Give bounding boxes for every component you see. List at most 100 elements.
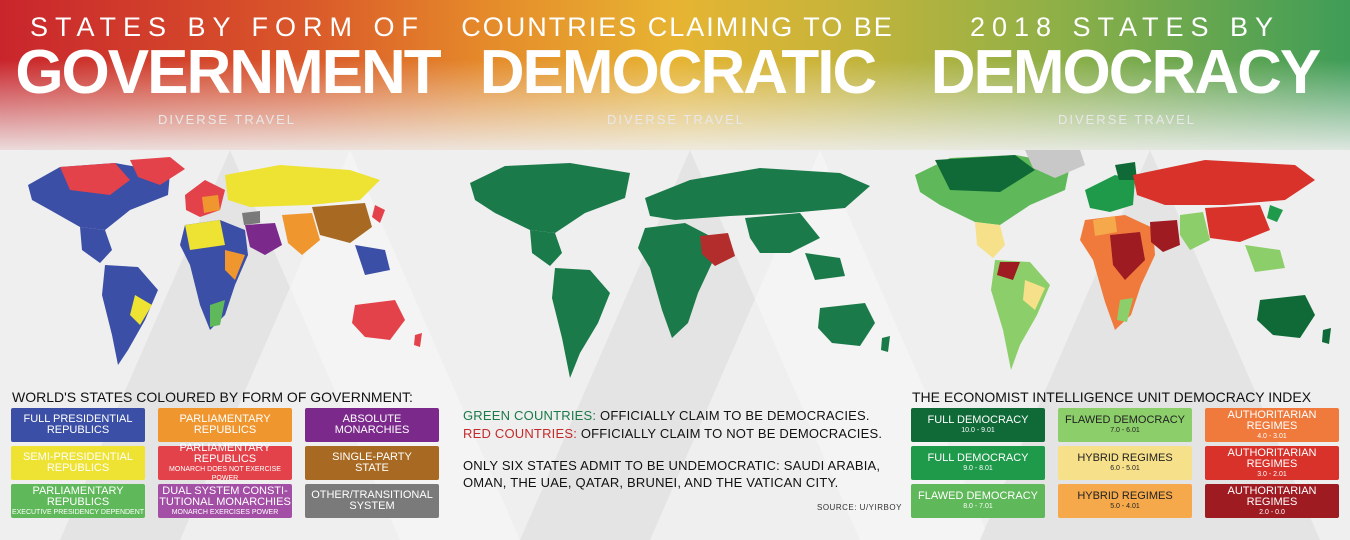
red-text: OFFICIALLY CLAIM TO NOT BE DEMOCRACIES. — [577, 426, 883, 441]
government-label-line2: TUTIONAL MONARCHIES — [159, 495, 291, 508]
government-swatch-8: DUAL SYSTEM CONSTI- TUTIONAL MONARCHIES MO… — [158, 484, 292, 518]
government-label-line2: REPUBLICS — [46, 424, 110, 436]
world-landmass — [470, 163, 890, 378]
africa-middle-east — [1080, 215, 1180, 330]
panel-1-credit: DIVERSE TRAVEL — [157, 112, 297, 127]
panel-2-subtitle: COUNTRIES CLAIMING TO BE — [461, 12, 894, 42]
north-america — [915, 150, 1085, 258]
democracy-index-sublabel: 8.0 - 7.01 — [963, 503, 993, 510]
democracy-index-label: AUTHORITARIAN REGIMES — [1227, 446, 1317, 470]
democracy-index-label: FLAWED DEMOCRACY — [1065, 414, 1185, 426]
green-text: OFFICIALLY CLAIM TO BE DEMOCRACIES. — [596, 408, 870, 423]
panel-3-credit: DIVERSE TRAVEL — [1057, 112, 1197, 127]
source-note: SOURCE: U/YIRBOY — [817, 503, 902, 512]
democracy-index-sublabel: 6.0 - 5.01 — [1110, 465, 1140, 472]
democracy-index-sublabel: 5.0 - 4.01 — [1110, 503, 1140, 510]
south-america — [991, 260, 1050, 370]
panel-3-title: DEMOCRACY — [930, 38, 1321, 107]
undemocratic-line-1: ONLY SIX STATES ADMIT TO BE UNDEMOCRATIC… — [463, 458, 881, 473]
democracy-index-swatch-8: HYBRID REGIMES 5.0 - 4.01 — [1058, 484, 1192, 518]
government-label: OTHER/TRANSITIONAL — [311, 489, 433, 501]
government-swatch-9: OTHER/TRANSITIONAL SYSTEM — [305, 484, 439, 518]
panel-1-title: GOVERNMENT — [15, 38, 441, 107]
democracy-index-label: AUTHORITARIAN REGIMES — [1227, 408, 1317, 432]
government-swatch-1: FULL PRESIDENTIAL REPUBLICS — [11, 408, 145, 442]
undemocratic-line-2: OMAN, THE UAE, QATAR, BRUNEI, AND THE VA… — [463, 475, 839, 490]
oceania — [1257, 295, 1331, 344]
government-label-line2: REPUBLICS — [46, 462, 110, 474]
democracy-index-sublabel: 4.0 - 3.01 — [1257, 432, 1287, 440]
government-swatch-5: PARLIAMENTARY REPUBLICS MONARCH DOES NOT E… — [158, 442, 292, 482]
democracy-index-sublabel: 7.0 - 6.01 — [1110, 427, 1140, 434]
europe — [1085, 162, 1137, 212]
government-form-map — [28, 157, 422, 365]
panel-1-subtitle: STATES BY FORM OF — [29, 12, 426, 42]
government-sublabel: EXECUTIVE PRESIDENCY DEPENDENT — [11, 508, 145, 516]
europe — [185, 165, 380, 217]
democracy-index-sublabel: 9.0 - 8.01 — [963, 465, 993, 472]
government-swatch-4: SEMI-PRESIDENTIAL REPUBLICS — [11, 446, 145, 480]
government-label-line2: REPUBLICS — [46, 495, 110, 508]
government-swatch-2: PARLIAMENTARY REPUBLICS — [158, 408, 292, 442]
democracy-index-label: HYBRID REGIMES — [1077, 490, 1173, 502]
democracy-index-swatch-3: AUTHORITARIAN REGIMES 4.0 - 3.01 — [1205, 408, 1339, 442]
democracy-index-label: HYBRID REGIMES — [1077, 452, 1173, 464]
democracy-index-swatch-4: FULL DEMOCRACY 9.0 - 8.01 — [911, 446, 1045, 480]
middle-east — [242, 211, 282, 255]
government-label: ABSOLUTE — [342, 413, 402, 425]
government-label: PARLIAMENTARY — [179, 442, 271, 454]
north-america — [28, 157, 185, 263]
panel-3-subtitle: 2018 STATES BY — [969, 12, 1281, 42]
panel-2-heading: COUNTRIES CLAIMING TO BE DEMOCRATIC — [460, 12, 895, 107]
democracy-index-label: FULL DEMOCRACY — [927, 452, 1029, 464]
government-label: DUAL SYSTEM CONSTI- — [162, 484, 288, 497]
government-label-line2: REPUBLICS — [193, 453, 257, 465]
left-legend-title: WORLD'S STATES COLOURED BY FORM OF GOVER… — [12, 389, 413, 405]
government-label: SEMI-PRESIDENTIAL — [22, 451, 134, 463]
democracy-index-label: AUTHORITARIAN REGIMES — [1227, 484, 1317, 508]
government-label-line2: SYSTEM — [349, 500, 395, 512]
government-label: PARLIAMENTARY — [32, 484, 124, 497]
democracy-index-swatch-6: AUTHORITARIAN REGIMES 3.0 - 2.01 — [1205, 446, 1339, 480]
green-label: GREEN COUNTRIES: — [463, 408, 597, 423]
government-label-line2: STATE — [355, 462, 389, 474]
government-swatch-6: SINGLE-PARTY STATE — [305, 446, 439, 480]
democracy-index-swatch-2: FLAWED DEMOCRACY 7.0 - 6.01 — [1058, 408, 1192, 442]
claims-democracy-map — [470, 163, 890, 378]
russia-asia — [1133, 160, 1315, 272]
panel-1-heading: STATES BY FORM OF GOVERNMENT — [10, 12, 445, 107]
democracy-index-swatch-7: FLAWED DEMOCRACY 8.0 - 7.01 — [911, 484, 1045, 518]
democracy-index-map — [915, 150, 1331, 370]
red-label: RED COUNTRIES: — [463, 426, 578, 441]
panel-2-credit: DIVERSE TRAVEL — [606, 112, 746, 127]
asia — [282, 203, 390, 275]
red-statement: RED COUNTRIES: OFFICIALLY CLAIM TO NOT B… — [463, 426, 882, 441]
democracy-index-swatch-9: AUTHORITARIAN REGIMES 2.0 - 0.0 — [1205, 484, 1339, 518]
green-statement: GREEN COUNTRIES: OFFICIALLY CLAIM TO BE … — [463, 408, 870, 423]
panel-3-heading: 2018 STATES BY DEMOCRACY — [905, 12, 1345, 107]
democracy-index-sublabel: 3.0 - 2.01 — [1257, 470, 1287, 478]
africa — [180, 220, 248, 330]
democracy-index-sublabel: 10.0 - 9.01 — [961, 427, 995, 434]
government-sublabel: MONARCH DOES NOT EXERCISE POWER — [169, 466, 281, 482]
democracy-index-label: FLAWED DEMOCRACY — [918, 490, 1038, 502]
government-label-line2: MONARCHIES — [334, 424, 410, 436]
democracy-index-sublabel: 2.0 - 0.0 — [1259, 508, 1285, 516]
democracy-index-swatch-1: FULL DEMOCRACY 10.0 - 9.01 — [911, 408, 1045, 442]
saudi-arabia-region — [700, 233, 735, 266]
right-legend-title: THE ECONOMIST INTELLIGENCE UNIT DEMOCRAC… — [912, 389, 1312, 405]
government-sublabel: MONARCH EXERCISES POWER — [171, 508, 279, 516]
government-label: FULL PRESIDENTIAL — [23, 413, 133, 425]
south-america — [102, 265, 158, 365]
government-label: PARLIAMENTARY — [179, 413, 271, 425]
oceania — [352, 300, 422, 347]
democracy-index-label: FULL DEMOCRACY — [927, 414, 1029, 426]
government-label: SINGLE-PARTY — [332, 451, 412, 463]
government-label-line2: REPUBLICS — [193, 424, 257, 436]
democracy-index-swatch-5: HYBRID REGIMES 6.0 - 5.01 — [1058, 446, 1192, 480]
government-swatch-3: ABSOLUTE MONARCHIES — [305, 408, 439, 442]
government-swatch-7: PARLIAMENTARY REPUBLICS EXECUTIVE PRESIDEN… — [11, 484, 145, 518]
header-fade — [0, 60, 1350, 160]
panel-2-title: DEMOCRATIC — [479, 38, 878, 107]
